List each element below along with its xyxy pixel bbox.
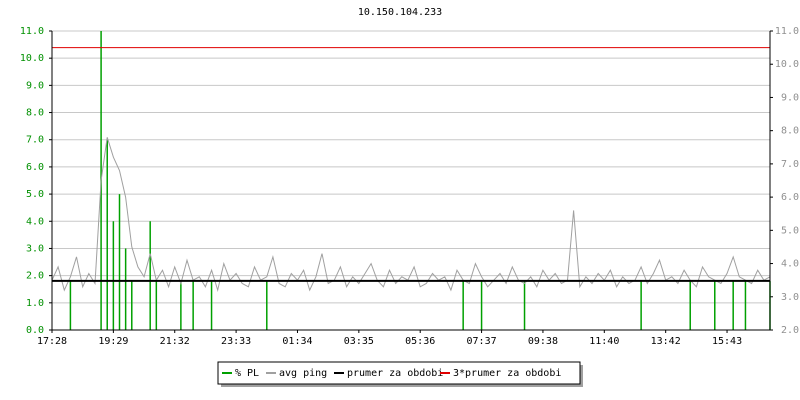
ping-line [51,137,771,293]
x-tick-label: 23:33 [221,336,251,347]
x-tick-label: 09:38 [528,336,558,347]
y2-tick-label: 2.0 [781,325,799,336]
y2-tick-label: 7.0 [781,159,799,170]
y-tick-label: 3.0 [26,243,44,254]
legend-box [217,361,581,385]
chart-title: 10.150.104.233 [358,7,442,18]
y2-tick-label: 6.0 [781,192,799,203]
y2-tick-label: 10.0 [775,59,799,70]
y-tick-label: 8.0 [26,108,44,119]
y2-tick-label: 8.0 [781,126,799,137]
y2-tick-label: 9.0 [781,92,799,103]
y-tick-label: 6.0 [26,162,44,173]
x-tick-label: 15:43 [712,336,742,347]
x-tick-label: 05:36 [405,336,435,347]
y-tick-label: 5.0 [26,189,44,200]
y-tick-label: 11.0 [20,26,44,37]
legend-label: % PL [235,368,259,379]
x-tick-label: 21:32 [160,336,190,347]
legend-label: prumer za obdobi [347,368,443,379]
y2-tick-label: 11.0 [775,26,799,37]
y-tick-label: 7.0 [26,135,44,146]
x-tick-label: 01:34 [282,336,312,347]
x-tick-label: 11:40 [589,336,619,347]
y2-tick-label: 4.0 [781,259,799,270]
y-tick-label: 10.0 [20,53,44,64]
y-tick-label: 4.0 [26,216,44,227]
x-tick-label: 19:29 [98,336,128,347]
legend-label: avg ping [279,368,327,379]
y2-tick-label: 5.0 [781,225,799,236]
legend-label: 3*prumer za obdobi [453,368,561,379]
y-tick-label: 1.0 [26,298,44,309]
y2-tick-label: 3.0 [781,292,799,303]
x-tick-label: 07:37 [467,336,497,347]
x-tick-label: 13:42 [651,336,681,347]
x-tick-label: 03:35 [344,336,374,347]
y-tick-label: 0.0 [26,325,44,336]
y-tick-label: 9.0 [26,80,44,91]
y-tick-label: 2.0 [26,271,44,282]
x-tick-label: 17:28 [37,336,67,347]
